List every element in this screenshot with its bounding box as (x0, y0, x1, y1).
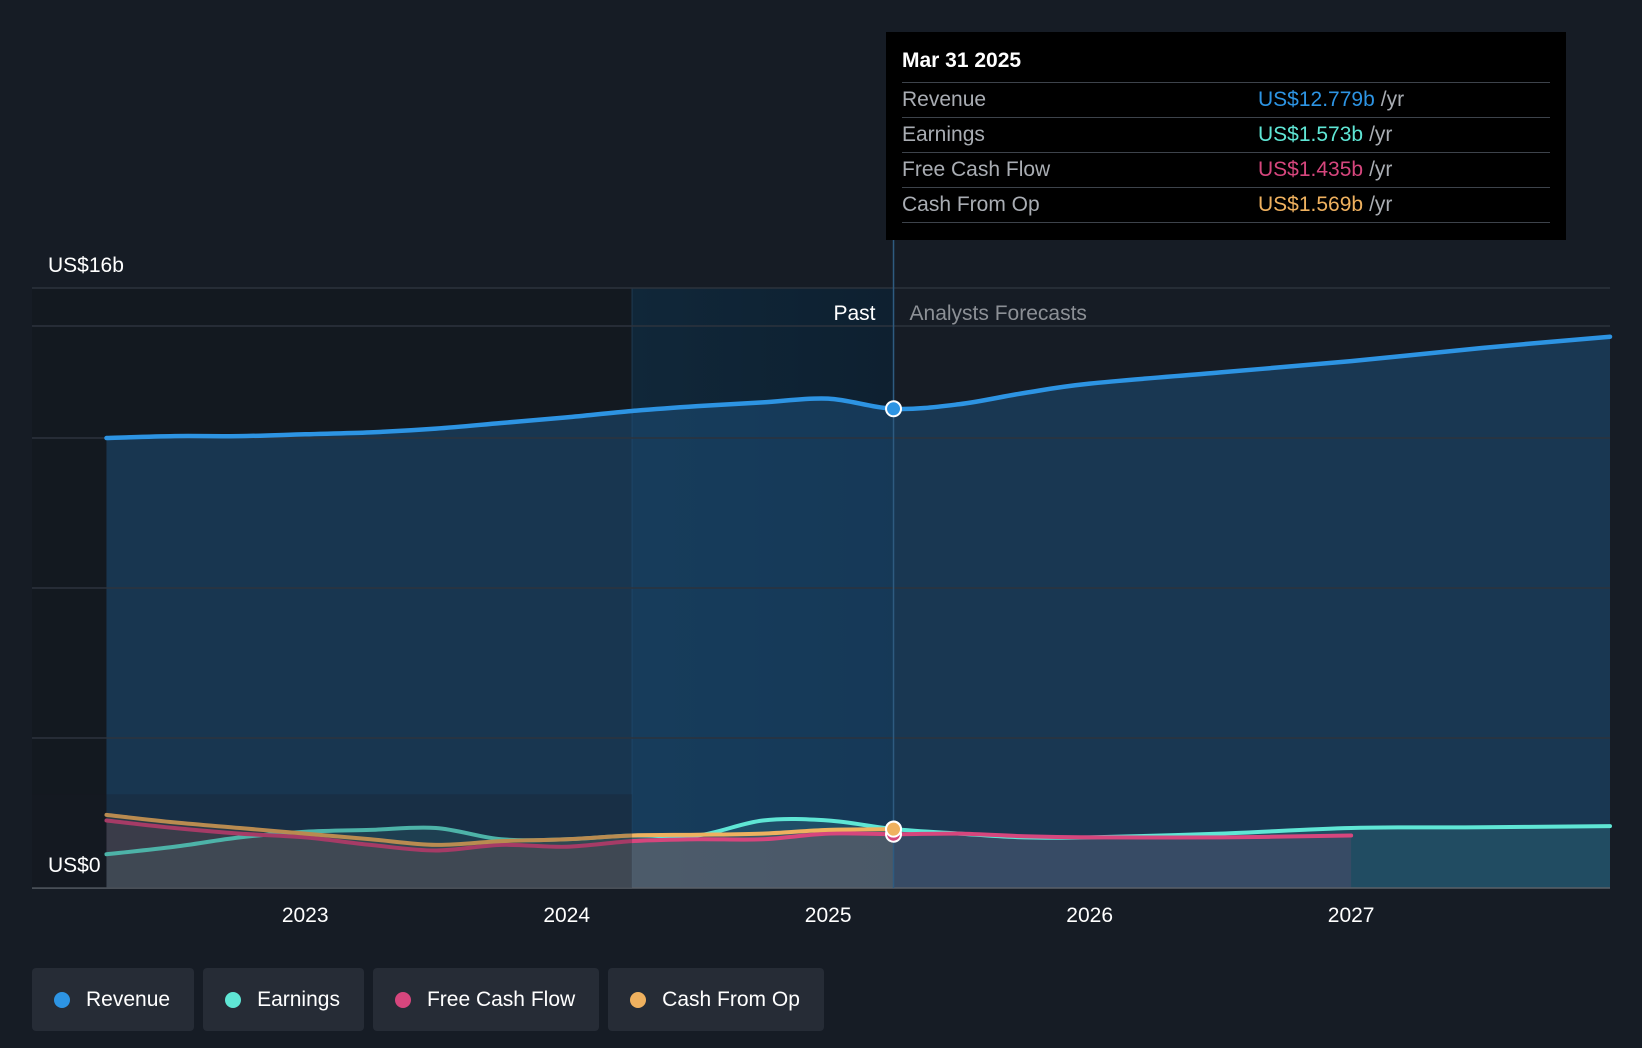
area-revenue (106, 336, 1610, 888)
y-label-top: US$16b (48, 254, 124, 277)
legend-item-free-cash-flow[interactable]: Free Cash Flow (372, 968, 600, 1031)
legend-label: Cash From Op (662, 987, 800, 1011)
series-line-free-cash-flow (104, 818, 1354, 853)
x-tick-label: 2026 (1066, 904, 1113, 927)
series-line-earnings (104, 817, 1612, 857)
legend-label: Free Cash Flow (426, 987, 576, 1011)
legend-label: Revenue (86, 987, 171, 1011)
tooltip-row-cash-from-op: Cash From Op US$1.569b /yr (902, 188, 1550, 223)
tooltip-row-free-cash-flow: Free Cash Flow US$1.435b /yr (902, 153, 1550, 188)
tooltip-label: Free Cash Flow (902, 158, 1051, 181)
tooltip-value: US$1.435b (1258, 158, 1364, 181)
free-cash-flow-dot-icon (394, 991, 411, 1008)
x-tick-label: 2027 (1328, 904, 1375, 927)
forecast-label: Analysts Forecasts (910, 302, 1087, 325)
tooltip-unit: /yr (1369, 193, 1393, 216)
series-line-cash-from-op (104, 812, 896, 847)
tooltip-label: Earnings (902, 123, 985, 146)
tooltip-row-earnings: Earnings US$1.573b /yr (902, 118, 1550, 153)
cash-from-op-dot-icon (630, 991, 647, 1008)
revenue-dot-icon (54, 991, 70, 1008)
earnings-dot-icon (225, 991, 242, 1008)
x-tick-label: 2024 (543, 904, 590, 927)
x-tick-label: 2023 (282, 904, 329, 927)
area-cash-from-op (106, 814, 894, 888)
legend-item-revenue[interactable]: Revenue (32, 968, 195, 1031)
past-dim (32, 794, 633, 888)
tooltip-date: Mar 31 2025 (902, 46, 1550, 83)
x-tick-label: 2025 (805, 904, 852, 927)
marker-cash-from-op (885, 820, 903, 838)
tooltip: Mar 31 2025 Revenue US$12.779b /yr Earni… (886, 32, 1566, 240)
past-label: Past (833, 302, 875, 325)
legend-item-cash-from-op[interactable]: Cash From Op (608, 968, 824, 1031)
marker-revenue (885, 400, 903, 418)
legend-label: Earnings (257, 987, 340, 1011)
tooltip-value: US$1.573b (1258, 123, 1364, 146)
tooltip-label: Revenue (902, 88, 987, 111)
legend: Revenue Earnings Free Cash Flow Cash Fro… (32, 968, 824, 1031)
tooltip-row-revenue: Revenue US$12.779b /yr (902, 83, 1550, 118)
tooltip-value: US$1.569b (1258, 193, 1364, 216)
tooltip-value: US$12.779b (1258, 88, 1375, 111)
y-label-bottom: US$0 (48, 854, 101, 877)
tooltip-unit: /yr (1369, 123, 1393, 146)
tooltip-unit: /yr (1369, 158, 1393, 181)
legend-item-earnings[interactable]: Earnings (203, 968, 364, 1031)
tooltip-unit: /yr (1380, 88, 1405, 111)
series-line-revenue (104, 334, 1613, 441)
tooltip-label: Cash From Op (902, 193, 1040, 216)
